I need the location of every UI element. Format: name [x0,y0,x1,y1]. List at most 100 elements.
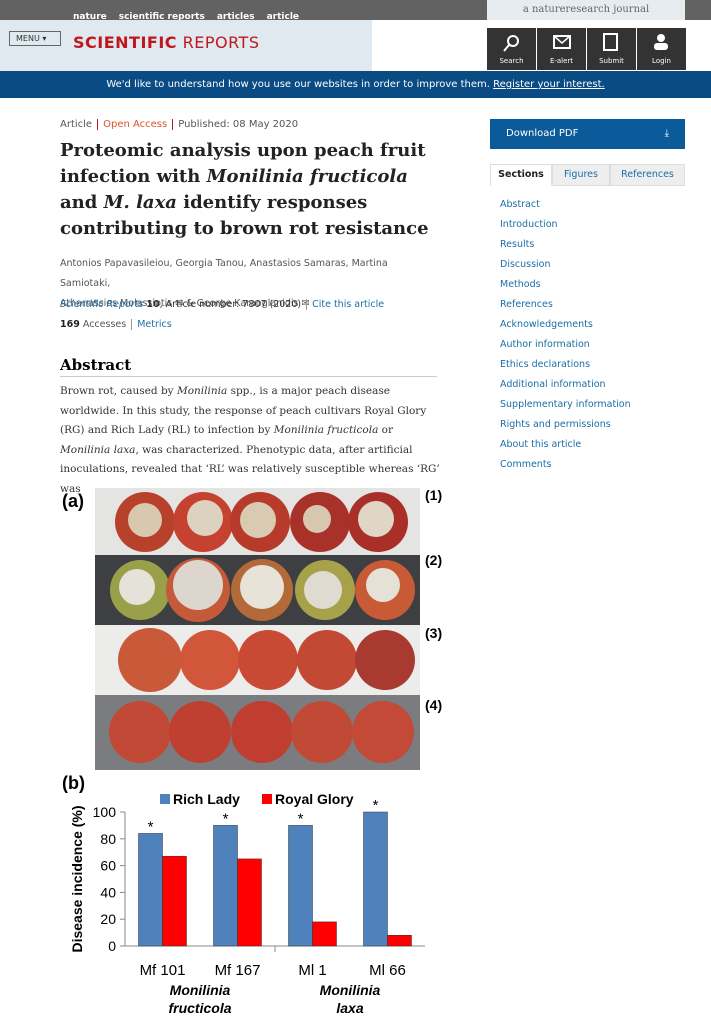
y-tick-label: 0 [108,938,116,954]
legend-label: Royal Glory [275,791,354,807]
section-link[interactable]: About this article [500,439,582,450]
tab[interactable]: Figures [552,164,610,186]
annotation: * [148,818,154,835]
abstract-part: Brown rot, caused by [60,385,177,397]
tool-search[interactable]: Search [487,28,536,70]
tool-label: Login [652,57,671,65]
y-tick-label: 80 [100,831,116,847]
section-link[interactable]: Supplementary information [500,399,631,410]
accesses-label: Accesses [82,319,127,330]
section-link[interactable]: Discussion [500,259,551,270]
peaches [109,492,415,763]
author[interactable]: Athanassios Molassiotis [60,298,173,309]
article-number: , Article number: 7807 (2020) [159,299,302,310]
section-link[interactable]: Ethics declarations [500,359,591,370]
section-link[interactable]: Methods [500,279,541,290]
title-part: and [60,192,104,213]
tool-label: Submit [599,57,624,65]
bar [363,811,388,947]
nav-link[interactable]: article [266,12,300,22]
group-label: fructicola [168,1000,231,1016]
title-part: Proteomic analysis upon peach fruit infe… [60,140,426,187]
row-label: (3) [425,625,442,641]
x-tick-label: Ml 66 [369,962,406,979]
section-link[interactable]: Results [500,239,535,250]
tab[interactable]: Sections [490,164,552,186]
section-link[interactable]: Comments [500,459,552,470]
tool-label: E-alert [549,57,574,65]
bar [387,935,412,947]
row-label: (1) [425,487,442,503]
cite-link[interactable]: Cite this article [312,299,385,310]
bar [237,858,262,947]
logo-light: REPORTS [182,33,260,52]
annotation: * [223,810,229,827]
article-type: Article [60,119,93,130]
abstract-text: Brown rot, caused by Monilinia spp., is … [60,382,440,499]
y-tick-label: 40 [100,884,116,900]
logo-bold: SCIENTIFIC [73,33,178,52]
title-part: identify responses contributing to brown… [60,192,429,239]
abstract-part: spp., is a major peach disease worldwide… [60,385,427,436]
article-meta: Article Open Access Published: 08 May 2020 [60,119,298,130]
panel-label: (b) [62,773,85,793]
title-part: M. laxa [103,192,177,213]
nav-link[interactable]: nature [73,12,107,22]
tagline: a natureresearch journal [487,0,685,20]
banner-link[interactable]: Register your interest. [493,79,605,90]
y-tick-label: 100 [93,804,117,820]
section-link[interactable]: Acknowledgements [500,319,593,330]
legend-swatch [160,794,170,804]
group-label: laxa [336,1000,363,1016]
published: Published: 08 May 2020 [178,119,299,130]
tool-icons [503,33,668,52]
amp: & [186,298,194,309]
x-tick-label: Ml 1 [298,962,326,979]
y-tick-label: 20 [100,911,116,927]
download-pdf[interactable]: Download PDF ⤓ [490,119,685,149]
bar [138,833,163,947]
nav-link[interactable]: articles [216,12,255,22]
menu-button[interactable]: MENU ▾ [9,31,61,46]
section-link[interactable]: Introduction [500,219,558,230]
download-label: Download PDF [506,128,579,139]
banner-text: We'd like to understand how you use our … [106,79,490,90]
volume: 10 [146,299,160,310]
section-links: Abstract Introduction Results Discussion Met… [500,195,631,475]
nav-link[interactable]: scientific reports [118,12,205,22]
metrics-link[interactable]: Metrics [137,319,172,330]
accesses: 169 Accesses Metrics [60,319,172,330]
abstract-part: , was characterized. Phenotypic data, af… [60,443,440,495]
x-tick-label: Mf 101 [140,962,186,979]
annotation: * [298,810,304,827]
tab[interactable]: References [610,164,685,186]
y-tick-label: 60 [100,858,116,874]
bar [312,921,337,947]
logo[interactable]: SCIENTIFIC REPORTS [73,33,259,52]
section-link[interactable]: Rights and permissions [500,419,611,430]
title-part: Monilinia fructicola [206,166,408,187]
cookie-banner: We'd like to understand how you use our … [0,71,711,98]
section-link[interactable]: Additional information [500,379,606,390]
annotation: * [373,797,379,814]
journal[interactable]: Scientific Reports [60,299,144,310]
bar [213,825,238,947]
menu-label[interactable]: MENU [16,34,40,43]
accesses-count: 169 [60,319,80,330]
abstract-heading: Abstract [60,356,437,377]
open-access: Open Access [103,119,168,130]
section-link[interactable]: Author information [500,339,590,350]
authors: Antonios Papavasileiou, Georgia Tanou, A… [60,258,388,309]
author[interactable]: George Karaoglanidis [196,298,299,309]
bar [288,825,313,947]
section-link[interactable]: References [500,299,553,310]
abstract-part: or [378,424,394,436]
tool-label: Search [499,57,524,65]
group-label: Monilinia [320,982,381,998]
section-link[interactable]: Abstract [500,199,540,210]
legend-label: Rich Lady [173,791,240,807]
author[interactable]: Antonios Papavasileiou, Georgia Tanou, A… [60,258,388,289]
bar [162,855,187,947]
header [0,20,372,71]
